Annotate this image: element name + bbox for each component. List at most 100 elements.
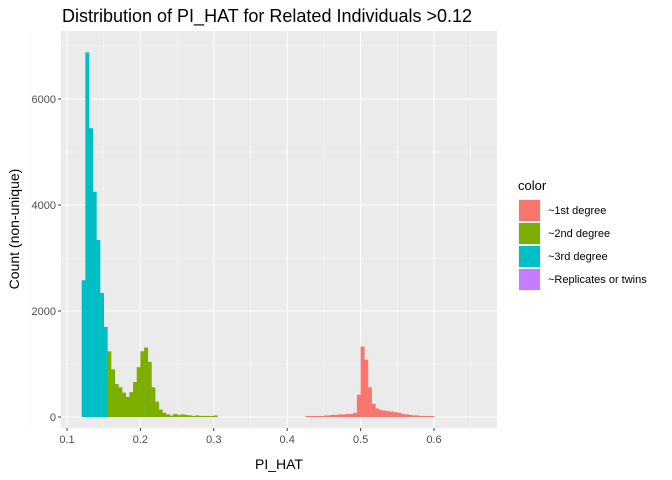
histogram-bar: [382, 410, 387, 417]
histogram-bar: [81, 280, 86, 417]
histogram-bar: [338, 414, 343, 417]
legend-swatch: [519, 269, 540, 290]
histogram-bar: [353, 412, 358, 417]
histogram-bar: [202, 415, 207, 417]
y-tick-label: 4000: [32, 200, 56, 212]
x-axis: 0.1 0.2 0.3 0.4 0.5 0.6: [59, 428, 442, 446]
histogram-bar: [166, 414, 171, 417]
y-axis-title: Count (non-unique): [6, 169, 22, 290]
histogram-bar: [206, 415, 211, 417]
histogram-bar: [400, 413, 405, 417]
histogram-bar: [393, 412, 398, 417]
histogram-bar: [408, 414, 413, 417]
histogram-bar: [360, 346, 365, 417]
histogram-bar: [129, 392, 134, 417]
histogram-bar: [199, 415, 204, 417]
histogram-bar: [184, 414, 189, 417]
y-axis: 0 2000 4000 6000: [32, 94, 61, 424]
histogram-bar: [422, 415, 427, 417]
x-tick-label: 0.4: [280, 434, 295, 446]
histogram-bar: [140, 351, 145, 417]
minor-gridlines: [29, 31, 497, 428]
legend-label: ~1st degree: [548, 205, 606, 217]
histogram-bar: [331, 414, 336, 417]
histogram-bar: [419, 415, 424, 417]
histogram-bar: [426, 415, 431, 417]
histogram-bar: [118, 387, 123, 417]
histogram-bar: [125, 396, 130, 417]
histogram-bar: [180, 414, 185, 417]
histogram-bar: [213, 415, 218, 417]
histogram-bar: [100, 292, 104, 417]
histogram-bar: [173, 413, 178, 417]
x-tick-label: 0.3: [206, 434, 221, 446]
histogram-bar: [85, 52, 90, 418]
histogram-bar: [103, 326, 108, 417]
histogram-bar: [107, 351, 112, 417]
histogram-bar: [151, 387, 156, 417]
histogram-bar: [389, 411, 394, 417]
legend-swatch: [519, 246, 540, 267]
histogram-bar: [92, 191, 97, 417]
legend: color ~1st degree ~2nd degree ~3rd degree ~…: [518, 178, 647, 291]
plot-panel: [61, 31, 497, 428]
histogram-bar: [169, 415, 174, 417]
histogram-bar: [342, 414, 347, 417]
histogram-bar: [111, 369, 116, 417]
histogram-bar: [114, 384, 119, 417]
histogram-bar: [364, 359, 369, 417]
histogram-bar: [371, 403, 376, 417]
histogram-bar: [195, 415, 200, 417]
histogram-bar: [188, 415, 193, 417]
histogram-bar: [345, 413, 350, 417]
chart-title: Distribution of PI_HAT for Related Indiv…: [62, 6, 472, 27]
legend-title: color: [518, 178, 547, 193]
histogram-bar: [404, 414, 409, 417]
histogram-bar: [89, 128, 93, 417]
histogram-bar: [411, 415, 416, 417]
legend-label: ~Replicates or twins: [548, 274, 647, 286]
histogram-bar: [162, 412, 167, 417]
histogram-bar: [327, 415, 332, 417]
histogram-bar: [122, 392, 127, 417]
histogram-bar: [430, 415, 435, 417]
histogram-bar: [320, 415, 325, 417]
histogram-bar: [334, 414, 339, 417]
x-tick-label: 0.1: [59, 434, 74, 446]
histogram-bars: [81, 52, 435, 418]
histogram-bar: [415, 415, 420, 417]
histogram-bar: [191, 415, 196, 417]
x-axis-title: PI_HAT: [255, 456, 303, 472]
legend-label: ~3rd degree: [548, 251, 608, 263]
histogram-bar: [397, 412, 402, 417]
legend-label: ~2nd degree: [548, 228, 610, 240]
x-tick-label: 0.6: [426, 434, 441, 446]
y-tick-label: 0: [50, 412, 56, 424]
histogram-bar: [210, 415, 215, 417]
histogram-bar: [155, 401, 160, 417]
histogram-bar: [323, 415, 328, 417]
histogram-bar: [316, 415, 321, 417]
histogram-bar: [349, 413, 354, 417]
histogram-bar: [356, 394, 361, 417]
y-tick-label: 6000: [32, 94, 56, 106]
x-tick-label: 0.2: [133, 434, 148, 446]
histogram-bar: [96, 239, 101, 417]
legend-swatch: [519, 200, 540, 221]
histogram-bar: [305, 415, 310, 417]
histogram-bar: [147, 361, 152, 417]
y-tick-label: 2000: [32, 306, 56, 318]
histogram-bar: [378, 410, 383, 417]
histogram-bar: [177, 414, 182, 417]
histogram-bar: [133, 382, 138, 417]
histogram-bar: [386, 411, 391, 417]
histogram-bar: [367, 387, 372, 417]
histogram-bar: [375, 408, 380, 417]
histogram-bar: [136, 367, 141, 417]
histogram-bar: [312, 415, 317, 417]
histogram-bar: [144, 347, 149, 417]
legend-swatch: [519, 223, 540, 244]
x-tick-label: 0.5: [353, 434, 368, 446]
histogram-bar: [309, 415, 314, 417]
